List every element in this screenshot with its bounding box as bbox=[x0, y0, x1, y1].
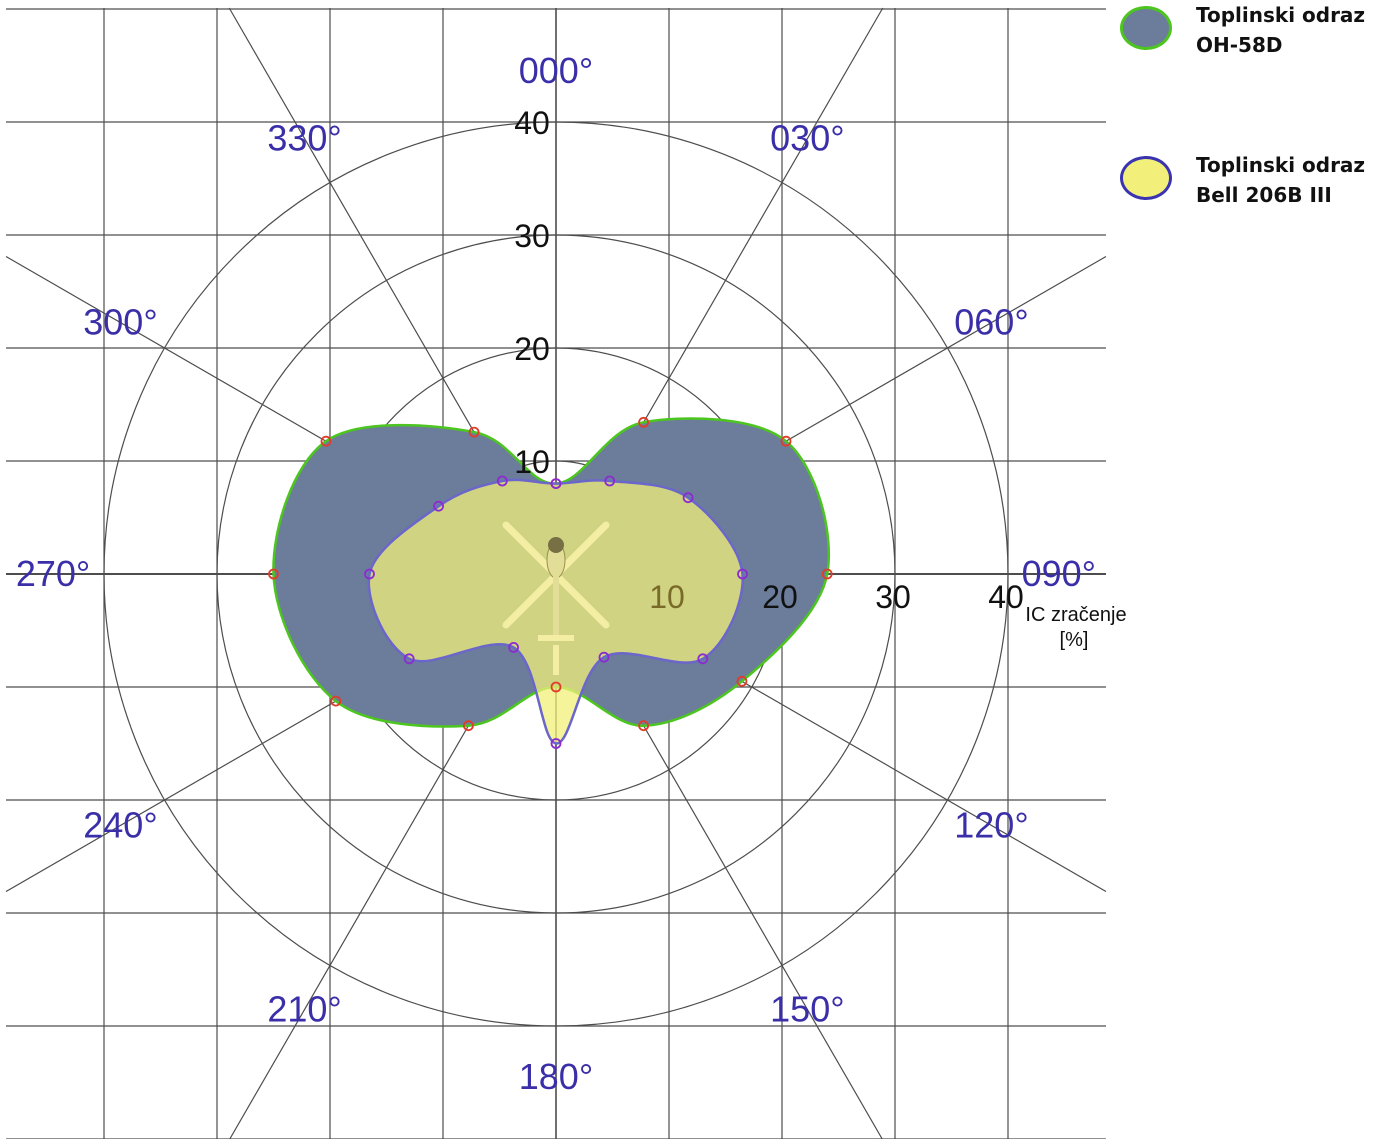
angle-label: 270° bbox=[16, 553, 90, 594]
radial-tick-label: 40 bbox=[988, 579, 1024, 615]
angle-label: 240° bbox=[83, 804, 157, 845]
data-point-bell206 bbox=[433, 500, 445, 512]
angle-label: 180° bbox=[519, 1056, 593, 1097]
angle-label: 210° bbox=[267, 989, 341, 1030]
legend-label-line-2: Bell 206B III bbox=[1196, 183, 1332, 207]
legend-swatch-bell206 bbox=[1120, 156, 1172, 200]
data-point-bell206 bbox=[737, 568, 748, 580]
data-point-bell206 bbox=[598, 651, 610, 663]
data-point-oh58d bbox=[821, 568, 833, 580]
data-point-oh58d bbox=[268, 568, 279, 580]
radial-tick-label: 10 bbox=[514, 444, 550, 480]
data-point-bell206 bbox=[364, 568, 375, 580]
grid-circle bbox=[216, 234, 896, 914]
data-point-bell206 bbox=[496, 475, 508, 487]
data-point-oh58d bbox=[780, 435, 792, 447]
data-point-bell206 bbox=[550, 478, 562, 490]
angle-label: 150° bbox=[770, 989, 844, 1030]
radial-tick-label: 30 bbox=[875, 579, 911, 615]
angle-label: 120° bbox=[954, 804, 1028, 845]
radial-tick-label: 40 bbox=[514, 105, 550, 141]
angle-label: 060° bbox=[954, 302, 1028, 343]
radial-tick-label: 20 bbox=[762, 579, 798, 615]
legend-item-oh58d: Toplinski odraz OH-58D bbox=[1114, 0, 1380, 72]
legend-item-bell206: Toplinski odraz Bell 206B III bbox=[1114, 150, 1380, 222]
radial-tick-label: 30 bbox=[514, 218, 550, 254]
legend-label-line-2: OH-58D bbox=[1196, 33, 1283, 57]
axis-label-line-2: [%] bbox=[1060, 629, 1089, 651]
radial-tick-label: 20 bbox=[514, 331, 550, 367]
data-point-bell206 bbox=[697, 653, 709, 665]
data-point-oh58d bbox=[462, 720, 474, 732]
data-point-bell206 bbox=[682, 492, 694, 504]
labels-layer: 000° 030° 060° 090° 120° 150° 180° 210° 240° 270°… bbox=[16, 50, 1127, 1097]
data-point-oh58d bbox=[330, 695, 342, 707]
data-point-oh58d bbox=[638, 416, 649, 428]
legend-label-bell206: Toplinski odraz Bell 206B III bbox=[1196, 150, 1365, 210]
legend-swatch-oh58d bbox=[1120, 6, 1172, 50]
helicopter-icon bbox=[502, 521, 610, 675]
data-point-oh58d bbox=[638, 720, 649, 732]
data-point-bell206 bbox=[550, 738, 562, 749]
angle-label: 000° bbox=[519, 50, 593, 91]
legend-label-line-1: Toplinski odraz bbox=[1196, 3, 1366, 27]
data-point-oh58d bbox=[468, 426, 480, 438]
data-point-bell206 bbox=[508, 642, 519, 653]
radial-tick-label: 10 bbox=[649, 579, 685, 615]
angle-label: 090° bbox=[1022, 553, 1096, 594]
angle-label: 300° bbox=[83, 302, 157, 343]
axis-label-line-1: IC zračenje bbox=[1025, 604, 1126, 626]
angle-label: 330° bbox=[267, 118, 341, 159]
data-point-oh58d bbox=[550, 681, 562, 693]
grid-circle bbox=[103, 121, 1009, 1027]
legend-label-line-1: Toplinski odraz bbox=[1196, 153, 1366, 177]
data-point-bell206 bbox=[604, 475, 616, 487]
data-point-oh58d bbox=[320, 435, 332, 447]
data-point-oh58d bbox=[736, 675, 748, 687]
legend-label-oh58d: Toplinski odraz OH-58D bbox=[1196, 0, 1365, 60]
data-point-bell206 bbox=[403, 653, 415, 665]
angle-label: 030° bbox=[770, 118, 844, 159]
